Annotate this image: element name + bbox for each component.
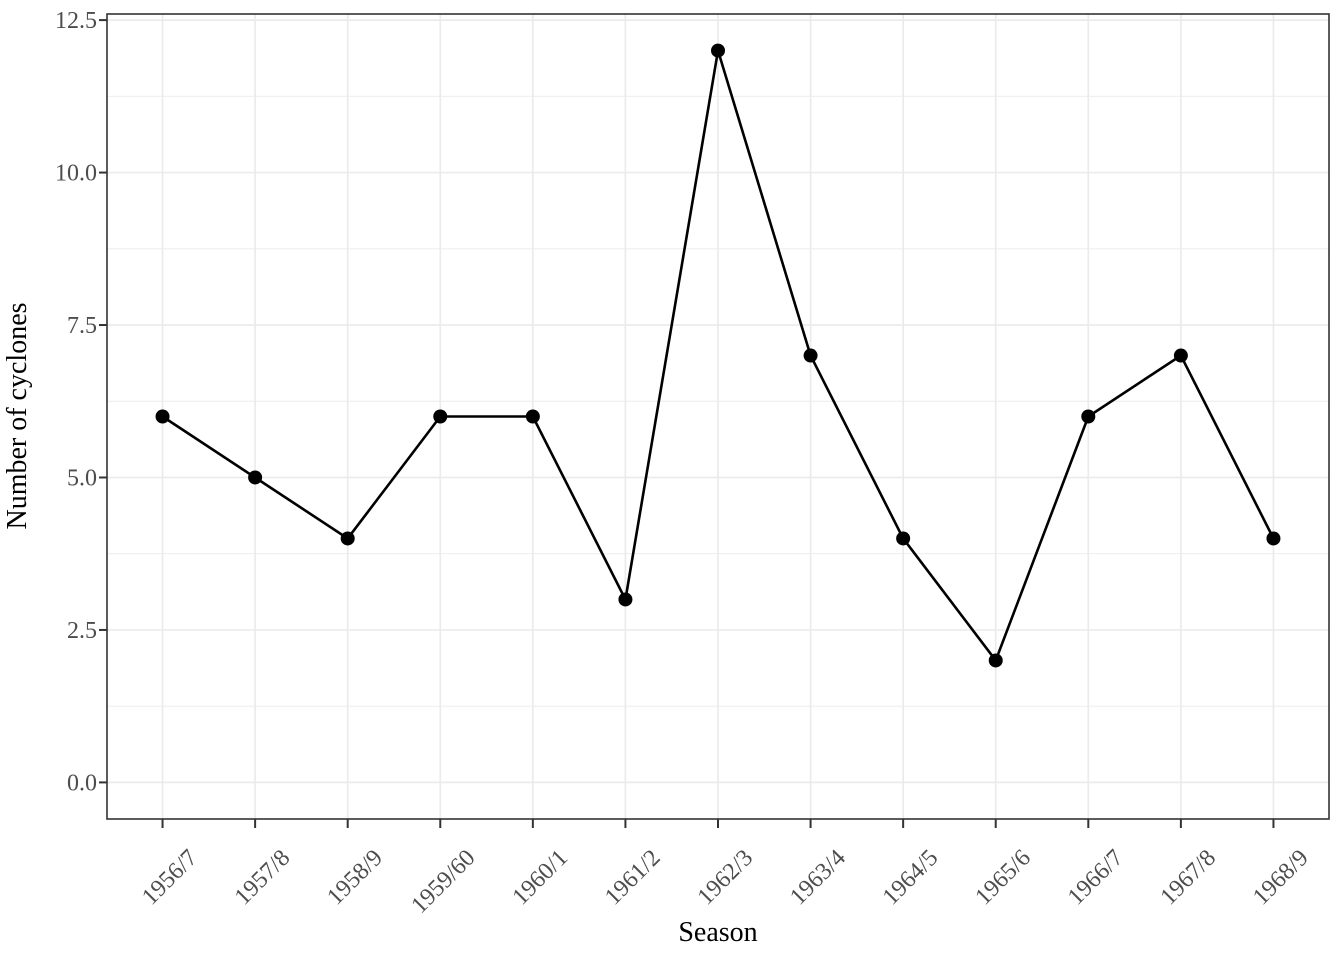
x-tick-label: 1964/5 [878,845,944,911]
x-tick-label: 1965/6 [970,845,1036,911]
x-tick-label: 1958/9 [322,845,388,911]
data-point [1266,531,1281,546]
y-tick-label: 5.0 [67,465,97,491]
data-point [803,348,818,363]
data-point [433,409,448,424]
y-tick-label: 10.0 [55,161,97,187]
axis-tick-marks [99,19,1275,828]
x-tick-label: 1967/8 [1156,845,1222,911]
data-point [896,531,911,546]
x-tick-label: 1957/8 [230,845,296,911]
major-gridlines [107,14,1329,819]
data-point [618,592,633,607]
x-tick-label: 1968/9 [1248,845,1314,911]
x-tick-label: 1960/1 [508,845,574,911]
y-tick-label: 0.0 [67,770,97,796]
y-tick-label: 2.5 [67,618,97,644]
data-point [525,409,540,424]
x-tick-label: 1966/7 [1063,845,1129,911]
data-point [340,531,355,546]
data-point [155,409,170,424]
data-point [711,43,725,58]
data-series-layer [155,43,1281,668]
x-tick-label: 1961/2 [600,845,666,911]
data-point [1081,409,1096,424]
x-tick-label: 1963/4 [785,845,851,911]
x-axis-title: Season [678,917,757,948]
y-tick-label: 12.5 [55,8,97,34]
y-tick-label: 7.5 [67,313,97,339]
x-tick-label: 1959/60 [407,845,481,919]
x-tick-label: 1962/3 [693,845,759,911]
data-point [1173,348,1188,363]
data-point [248,470,263,485]
y-axis-title: Number of cyclones [2,302,33,529]
x-tick-label: 1956/7 [137,845,203,911]
data-point [988,653,1003,668]
